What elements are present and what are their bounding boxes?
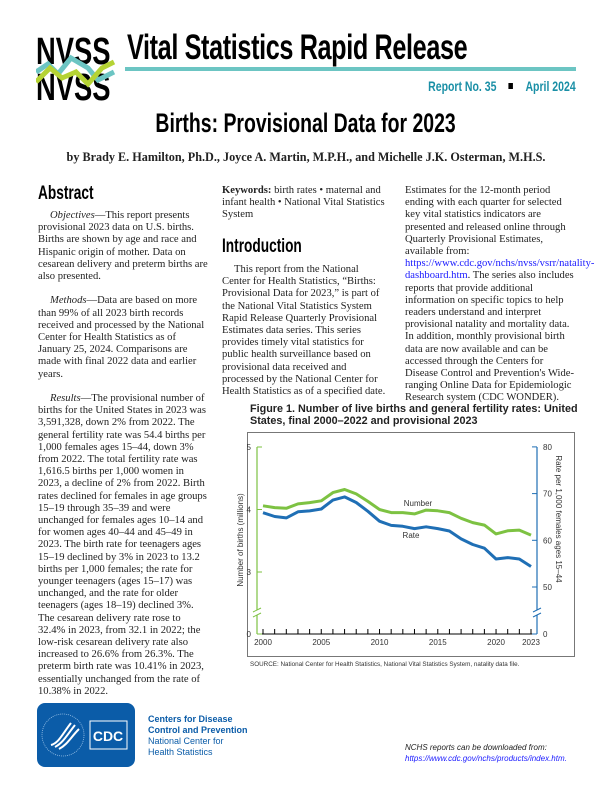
page-title: Births: Provisional Data for 2023 [155,108,457,138]
authors: by Brady E. Hamilton, Ph.D., Joyce A. Ma… [66,150,546,164]
introduction-p2: Estimates for the 12-month period ending… [405,185,595,404]
series-label-rate: Rate [403,531,420,540]
right-tick-label: 80 [543,443,552,452]
introduction-heading: Introduction [222,236,302,257]
x-tick-label: 2020 [487,638,505,647]
x-tick-label: 2000 [254,638,272,647]
series-title: Vital Statistics Rapid Release [127,28,468,67]
cdc-logo-text: CDC [93,728,123,744]
report-info: Report No. 35 April 2024 [379,78,576,96]
y-axis-right-label: Rate per 1,000 females ages 15–44 [554,455,563,583]
cdc-org-name: Centers for Disease Control and Preventi… [148,714,248,757]
left-tick-label: 0 [247,630,252,639]
download-info: NCHS reports can be downloaded from: htt… [405,743,567,763]
x-tick-label: 2015 [429,638,447,647]
abstract-results: Results—The provisional number of births… [38,393,207,697]
report-date: April 2024 [525,78,576,94]
right-tick-label: 50 [543,583,552,592]
left-tick-label: 5 [247,443,252,452]
series-line-rate [262,495,532,568]
left-axis-break [252,607,262,618]
introduction-p1: This report from the National Center for… [222,264,386,398]
x-tick-label: 2005 [312,638,330,647]
abstract-objectives: Objectives—This report presents provisio… [38,210,208,283]
figure-title: Figure 1. Number of live births and gene… [250,403,578,427]
right-tick-label: 70 [543,490,552,499]
header-rule [125,67,576,71]
series-label-number: Number [404,499,433,508]
keywords: Keywords: birth rates • maternal and inf… [222,185,385,221]
report-number: Report No. 35 [428,78,497,94]
y-axis-left-label: Number of births (millions) [236,493,245,587]
figure-frame [247,432,575,657]
hhs-cdc-logo: CDC [37,703,135,767]
right-tick-label: 0 [543,630,548,639]
abstract-body: Objectives—This report presents provisio… [38,210,210,710]
abstract-methods: Methods—Data are based on more than 99% … [38,295,205,380]
figure-source: SOURCE: National Center for Health Stati… [250,661,520,668]
nvss-logo: NVSS NVSS [34,28,116,109]
abstract-heading: Abstract [38,183,94,204]
nchs-products-link[interactable]: https://www.cdc.gov/nchs/products/index.… [405,754,567,763]
separator-square [508,83,513,90]
left-tick-label: 3 [247,568,252,577]
x-tick-label: 2010 [371,638,389,647]
right-tick-label: 60 [543,536,552,545]
x-tick-label: 2023 [522,638,540,647]
series-line-number [262,488,532,537]
left-tick-label: 4 [247,506,252,515]
natality-dashboard-link[interactable]: https://www.cdc.gov/nchs/nvss/vsrr/natal… [405,258,595,282]
right-axis-break [532,607,542,618]
